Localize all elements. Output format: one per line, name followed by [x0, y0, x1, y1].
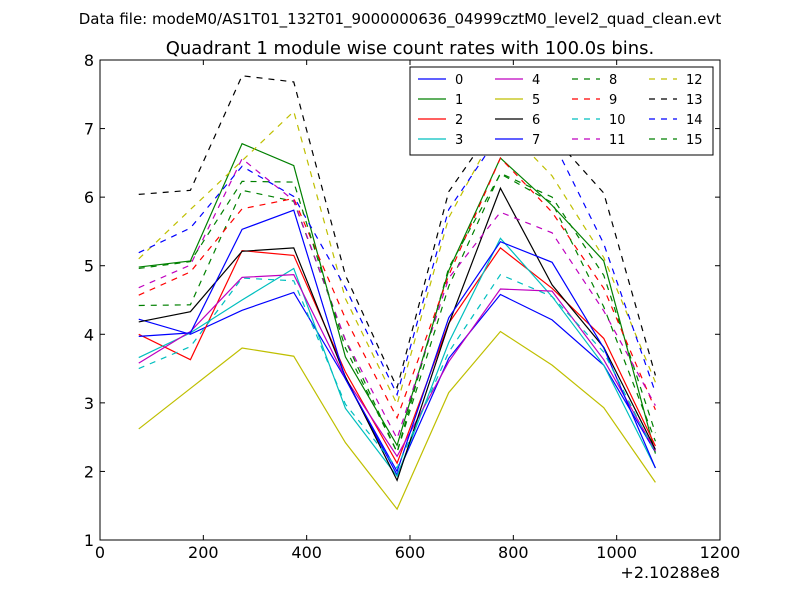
x-tick-label: 400 [291, 543, 322, 562]
y-tick-label: 7 [84, 120, 94, 139]
y-tick-label: 6 [84, 188, 94, 207]
x-tick-label: 1200 [700, 543, 741, 562]
x-tick-label: 0 [95, 543, 105, 562]
y-tick-label: 5 [84, 257, 94, 276]
legend-label-4: 4 [532, 73, 540, 88]
x-tick-label: 600 [395, 543, 426, 562]
y-tick-label: 1 [84, 531, 94, 550]
series-line-9 [138, 156, 656, 420]
y-tick-label: 8 [84, 51, 94, 70]
x-tick-label: 800 [498, 543, 529, 562]
chart-title: Quadrant 1 module wise count rates with … [166, 38, 655, 59]
legend-label-8: 8 [609, 73, 617, 88]
series-line-4 [138, 274, 656, 458]
legend-box [409, 66, 714, 156]
series-line-11 [138, 157, 656, 441]
series-line-8 [138, 172, 656, 454]
y-tick-label: 4 [84, 325, 94, 344]
x-tick-label: 1000 [596, 543, 637, 562]
series-line-0 [138, 291, 656, 477]
legend-label-9: 9 [609, 93, 617, 108]
x-offset-label: +2.10288e8 [620, 563, 720, 582]
series-line-5 [138, 330, 656, 511]
legend-label-2: 2 [455, 113, 463, 128]
series-line-14 [138, 132, 656, 397]
x-tick-label: 200 [188, 543, 219, 562]
series-line-10 [138, 273, 656, 470]
series-line-3 [138, 237, 656, 478]
legend-label-0: 0 [455, 73, 463, 88]
legend-label-1: 1 [455, 93, 463, 108]
legend-label-11: 11 [609, 133, 626, 148]
legend-label-3: 3 [455, 133, 463, 148]
y-tick-label: 3 [84, 394, 94, 413]
legend-label-5: 5 [532, 93, 540, 108]
legend-label-15: 15 [686, 133, 703, 148]
series-line-1 [138, 142, 656, 454]
legend-label-10: 10 [609, 113, 626, 128]
legend-label-14: 14 [686, 113, 703, 128]
legend-label-12: 12 [686, 73, 703, 88]
series-line-6 [138, 186, 656, 482]
figure-suptitle: Data file: modeM0/AS1T01_132T01_90000006… [79, 10, 722, 29]
series-line-7 [138, 209, 656, 473]
legend-label-13: 13 [686, 93, 703, 108]
legend-label-6: 6 [532, 113, 540, 128]
legend-label-7: 7 [532, 133, 540, 148]
plot-area [138, 75, 656, 511]
y-tick-label: 2 [84, 462, 94, 481]
